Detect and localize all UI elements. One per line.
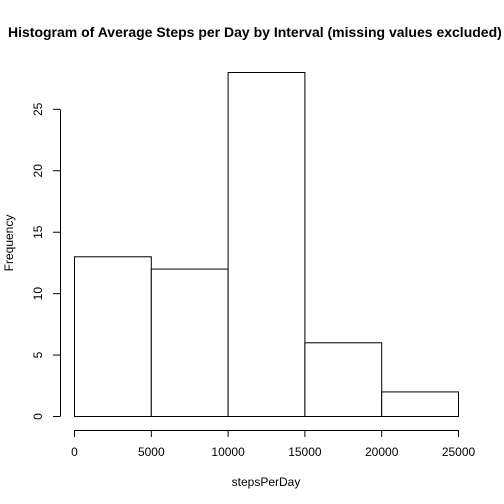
y-axis: 0 5 10 15 20 25 <box>31 102 61 419</box>
y-tick-label: 20 <box>31 164 45 178</box>
y-tick-label: 10 <box>31 287 45 301</box>
histogram-bar-5 <box>382 392 459 417</box>
histogram-bar-4 <box>305 343 382 417</box>
y-tick-label: 15 <box>31 225 45 239</box>
histogram-bar-2 <box>151 269 228 416</box>
x-tick-label: 5000 <box>138 445 165 459</box>
bars-group <box>75 73 459 417</box>
x-tick-label: 15000 <box>288 445 322 459</box>
y-tick-label: 5 <box>31 351 45 358</box>
x-tick-label: 0 <box>71 445 78 459</box>
histogram-bar-3 <box>228 73 305 417</box>
x-tick-label: 20000 <box>365 445 399 459</box>
histogram-bar-1 <box>75 257 152 417</box>
x-tick-label: 25000 <box>442 445 476 459</box>
x-axis: 0 5000 10000 15000 20000 25000 <box>71 430 475 459</box>
y-tick-label: 25 <box>31 102 45 116</box>
chart-title: Histogram of Average Steps per Day by In… <box>8 24 502 40</box>
x-tick-label: 10000 <box>211 445 245 459</box>
y-tick-label: 0 <box>31 413 45 420</box>
x-axis-label: stepsPerDay <box>232 475 301 489</box>
y-axis-label: Frequency <box>2 215 16 272</box>
